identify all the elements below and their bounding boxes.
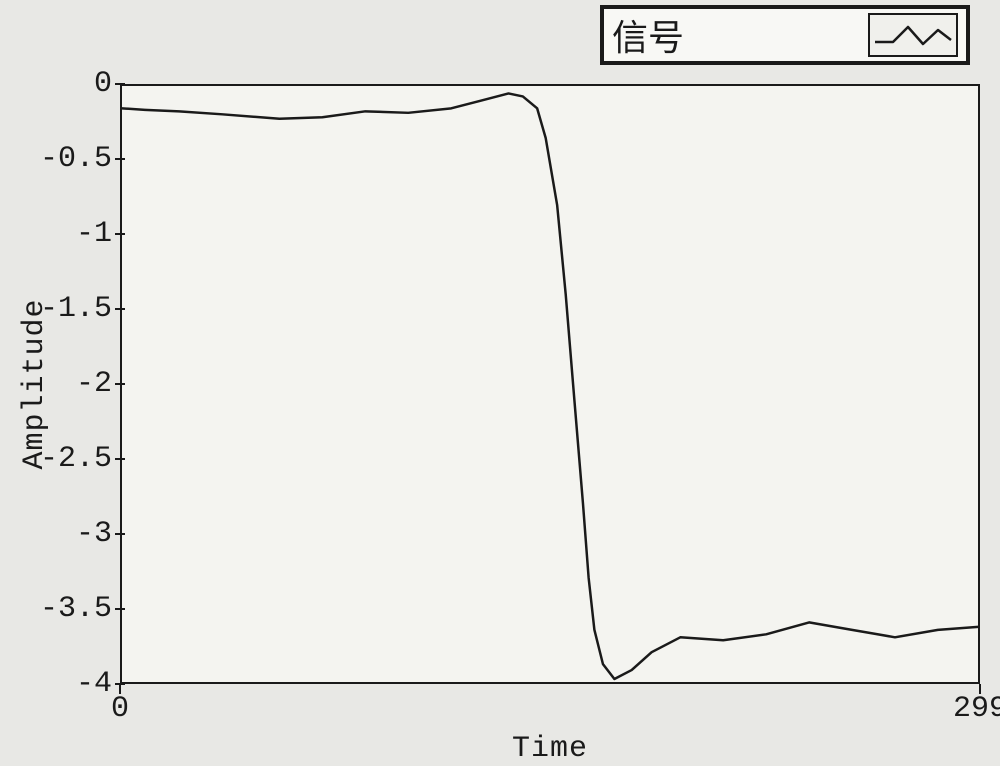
y-tick-label: -4	[76, 667, 112, 701]
plot-area	[120, 84, 980, 684]
x-tick-mark	[119, 684, 121, 694]
y-tick-label: -2	[76, 367, 112, 401]
y-tick-label: -0.5	[40, 142, 112, 176]
signal-line	[122, 86, 978, 682]
y-tick-mark	[115, 533, 125, 535]
y-axis-label: Amplitude	[18, 298, 52, 469]
y-tick-mark	[115, 608, 125, 610]
x-tick-mark	[979, 684, 981, 694]
y-tick-mark	[115, 383, 125, 385]
y-tick-label: -1	[76, 217, 112, 251]
legend-symbol	[868, 13, 958, 57]
x-tick-label: 299	[953, 692, 1000, 726]
plot-container: 0-0.5-1-1.5-2-2.5-3-3.5-40299 Amplitude …	[0, 70, 1000, 766]
y-tick-label: -3.5	[40, 592, 112, 626]
y-tick-label: -3	[76, 517, 112, 551]
legend-label: 信号	[612, 9, 868, 61]
y-tick-mark	[115, 233, 125, 235]
x-tick-label: 0	[111, 692, 129, 726]
y-tick-mark	[115, 83, 125, 85]
y-tick-mark	[115, 158, 125, 160]
y-tick-mark	[115, 458, 125, 460]
x-axis-label: Time	[512, 732, 588, 766]
y-tick-mark	[115, 308, 125, 310]
y-tick-label: 0	[94, 67, 112, 101]
legend-box: 信号	[600, 5, 970, 65]
